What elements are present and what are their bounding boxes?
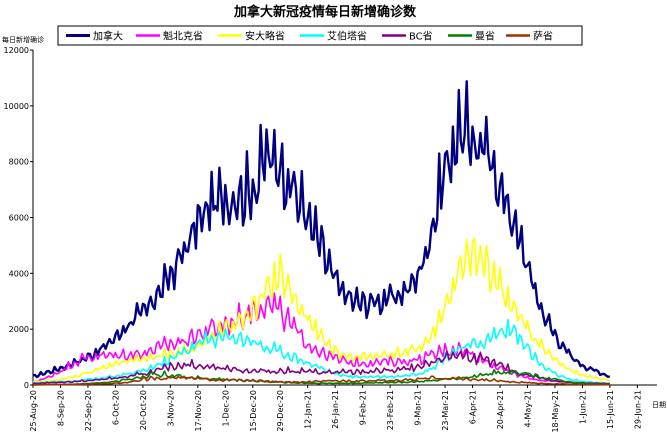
- x-tick-label: 8-Sep-20: [56, 390, 65, 426]
- x-tick-label: 22-Sep-20: [84, 390, 93, 431]
- x-tick-label: 20-Oct-20: [139, 390, 148, 430]
- y-axis-title: 每日新增确诊: [2, 35, 44, 44]
- legend: 加拿大 魁北克省 安大略省 艾伯塔省 BC省 曼省 萨省: [57, 25, 583, 46]
- x-tick-label: 20-Apr-21: [496, 390, 505, 429]
- y-tick-label: 8000: [9, 158, 29, 167]
- y-ticks: 0 2000 4000 6000 8000 10000 12000: [4, 46, 33, 390]
- x-tick-label: 4-May-21: [523, 390, 532, 427]
- legend-label: 加拿大: [93, 30, 123, 43]
- chart-title: 加拿大新冠疫情每日新增确诊数: [233, 4, 417, 20]
- x-tick-label: 1-Dec-20: [221, 390, 230, 427]
- y-tick-label: 2000: [9, 325, 29, 334]
- y-tick-label: 10000: [4, 102, 29, 111]
- x-tick-label: 6-Oct-20: [111, 390, 120, 425]
- legend-label: 萨省: [533, 30, 553, 43]
- x-ticks: 25-Aug-20 8-Sep-20 22-Sep-20 6-Oct-20 20-Oct…: [29, 385, 642, 433]
- x-tick-label: 9-Feb-21: [359, 390, 368, 425]
- series-line: [33, 237, 610, 383]
- legend-label: 曼省: [475, 30, 495, 43]
- x-tick-label: 1-Jun-21: [578, 390, 587, 424]
- legend-label: 安大略省: [245, 30, 285, 43]
- y-tick-label: 6000: [9, 214, 29, 223]
- legend-label: 艾伯塔省: [327, 30, 367, 43]
- x-tick-label: 9-Mar-21: [414, 390, 423, 426]
- x-tick-label: 17-Nov-20: [194, 390, 203, 432]
- x-tick-label: 15-Dec-20: [249, 390, 258, 432]
- series-line: [33, 348, 610, 385]
- x-tick-label: 3-Nov-20: [166, 390, 175, 426]
- x-tick-label: 25-Aug-20: [29, 390, 38, 432]
- y-tick-label: 0: [24, 381, 29, 390]
- x-tick-label: 6-Apr-21: [469, 390, 478, 424]
- x-tick-label: 15-Jun-21: [606, 390, 615, 429]
- x-tick-label: 29-Jun-21: [633, 390, 642, 429]
- x-tick-label: 12-Jan-21: [304, 390, 313, 429]
- series-line: [32, 375, 610, 386]
- series-line: [32, 318, 610, 385]
- x-tick-label: 18-May-21: [551, 390, 560, 433]
- x-tick-label: 26-Jan-21: [331, 390, 340, 429]
- y-tick-label: 12000: [4, 46, 29, 55]
- x-tick-label: 23-Mar-21: [441, 390, 450, 431]
- y-tick-label: 4000: [9, 269, 29, 278]
- legend-label: BC省: [409, 30, 433, 43]
- series-line: [32, 368, 611, 386]
- x-tick-label: 23-Feb-21: [386, 390, 395, 430]
- series-line: [32, 80, 611, 379]
- series-layer: [32, 80, 611, 386]
- plot-area: 0 2000 4000 6000 8000 10000 12000 25-Aug-20 8-S…: [4, 46, 657, 433]
- legend-label: 魁北克省: [163, 30, 203, 43]
- x-axis-title: 日期: [652, 401, 666, 409]
- x-tick-label: 29-Dec-20: [276, 390, 285, 432]
